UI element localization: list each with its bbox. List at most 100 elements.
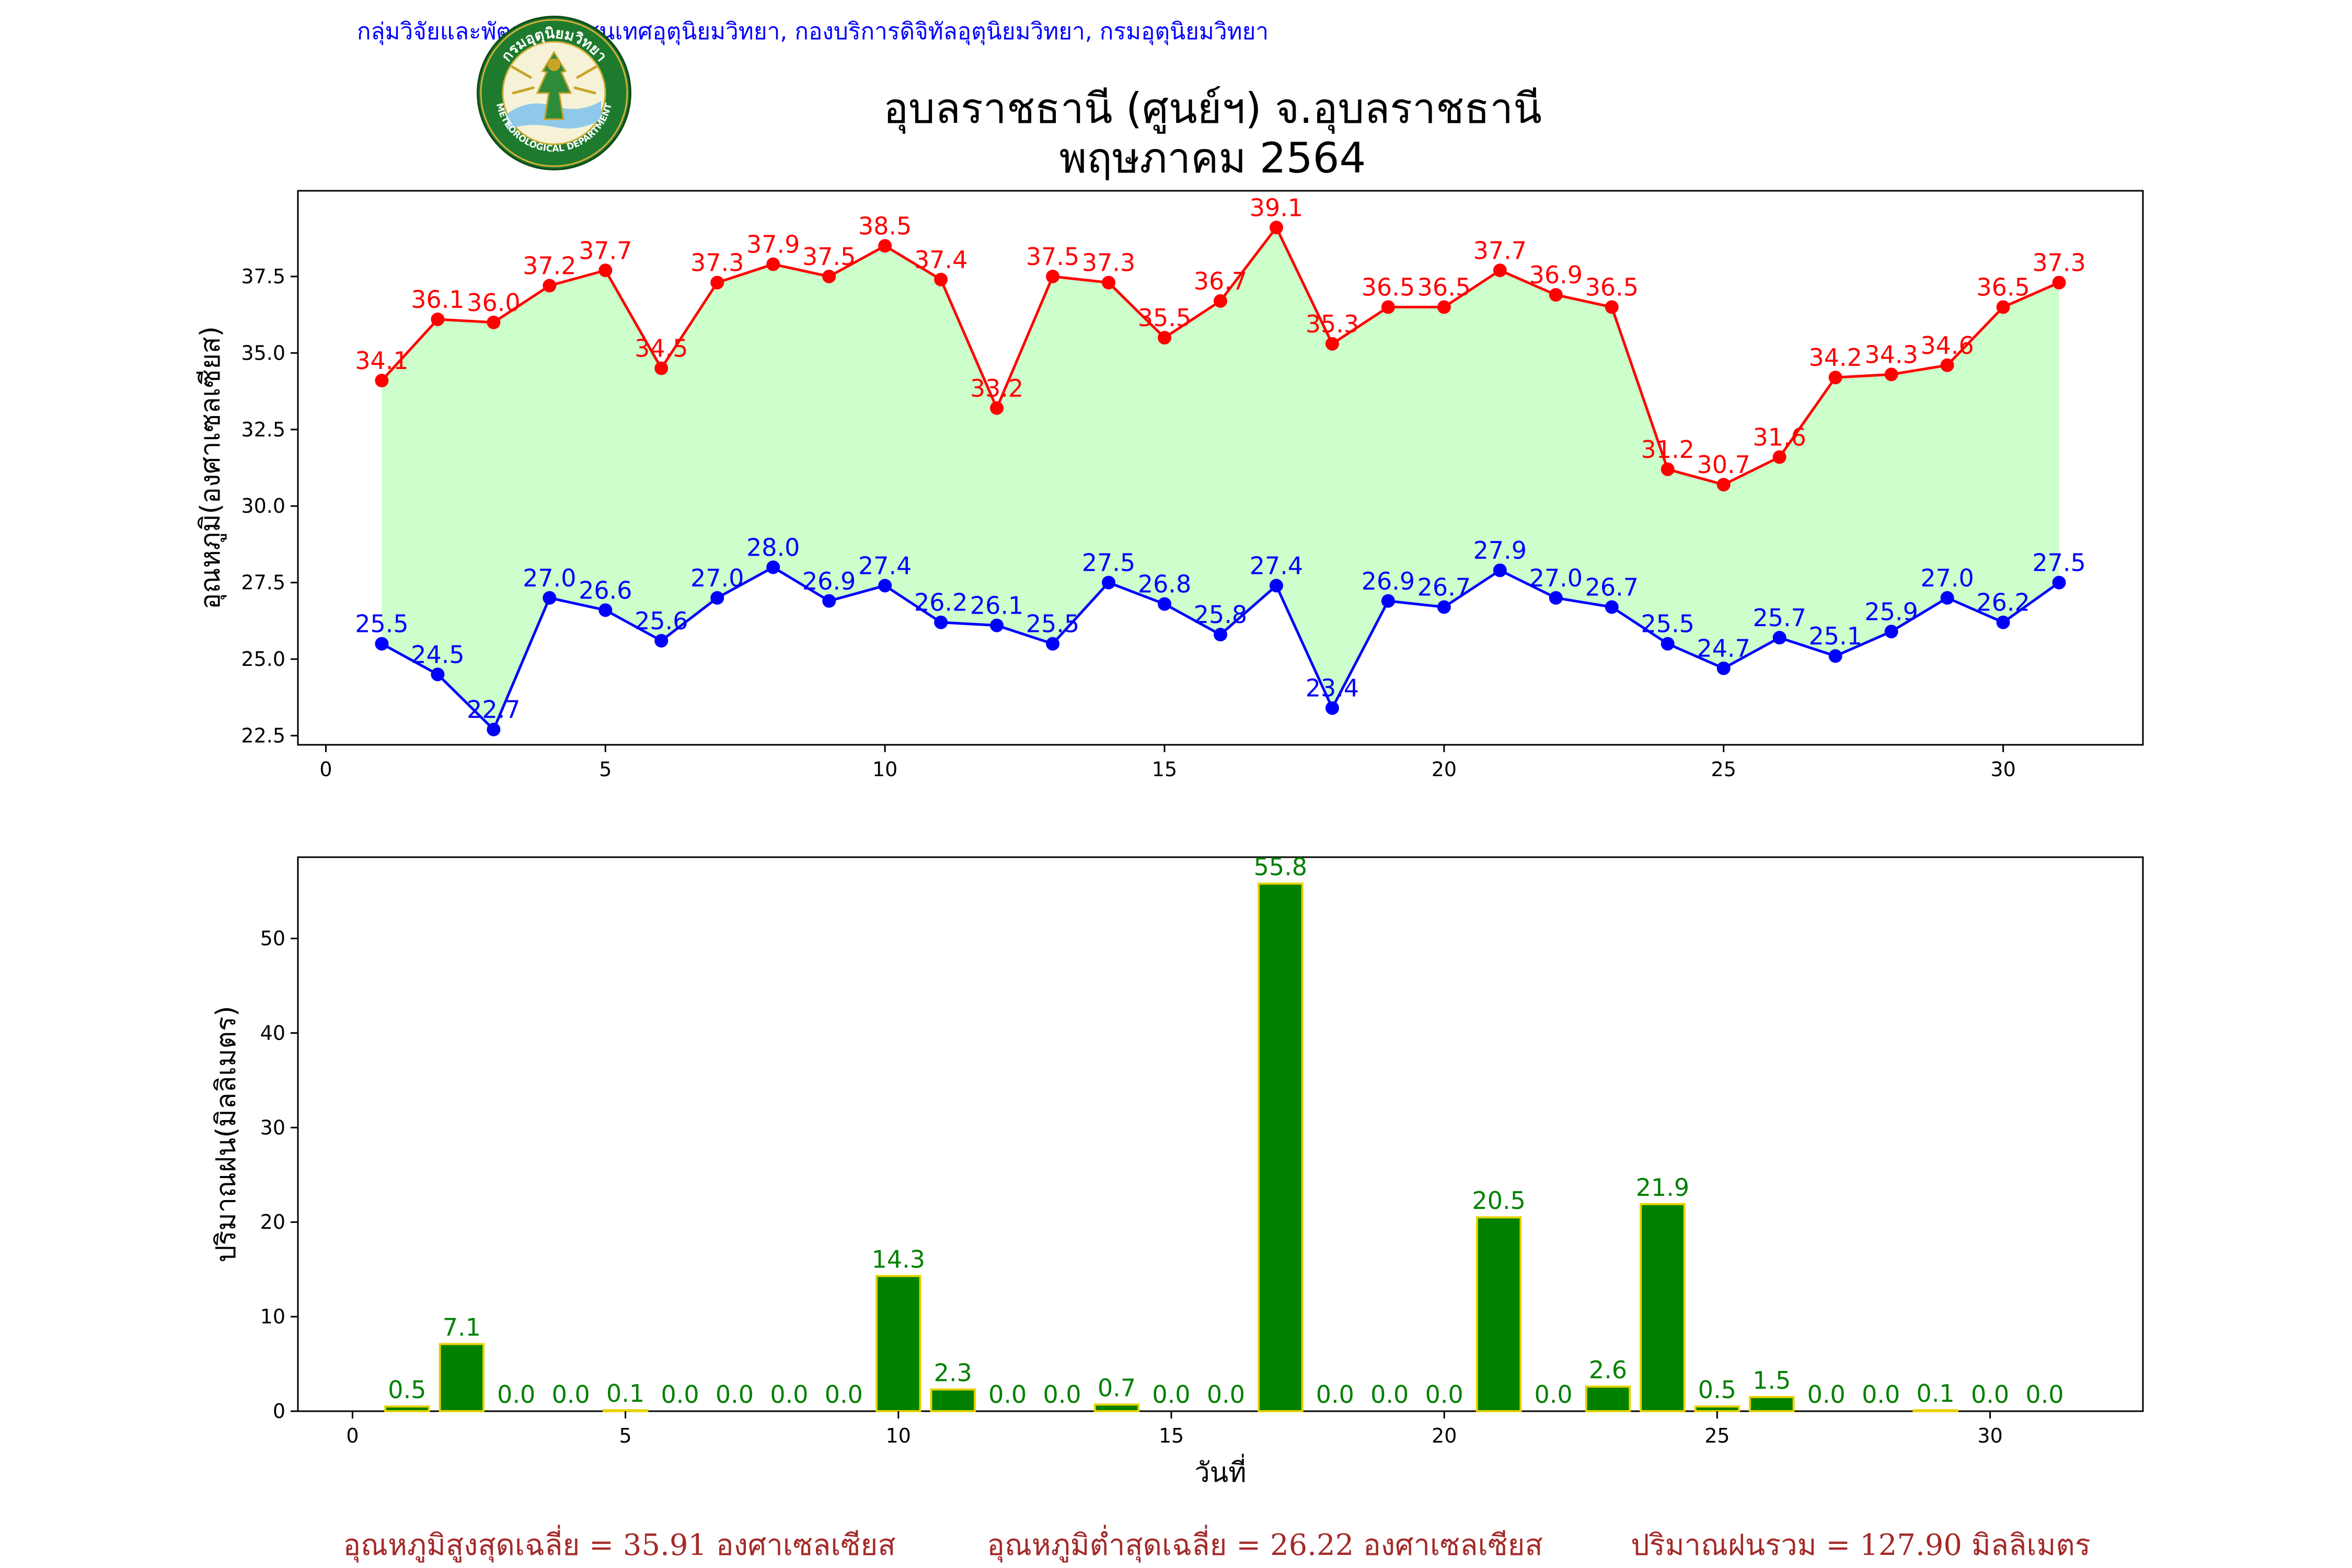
- tmin-value-label: 26.7: [1585, 573, 1639, 601]
- tmax-point: [990, 401, 1004, 415]
- rainfall-x-tick-label: 5: [619, 1424, 632, 1447]
- chart-title: อุบลราชธานี (ศูนย์ฯ) จ.อุบลราชธานี: [883, 84, 1542, 134]
- tmin-value-label: 28.0: [746, 533, 800, 561]
- rainfall-y-tick-label: 10: [260, 1305, 285, 1328]
- rainfall-value-label: 0.0: [552, 1380, 590, 1409]
- tmin-point: [1772, 631, 1786, 645]
- tmax-value-label: 34.2: [1808, 343, 1862, 372]
- temperature-series: [375, 221, 2066, 736]
- tmin-point: [1605, 600, 1619, 614]
- tmax-point: [1940, 358, 1954, 372]
- tmax-point: [2052, 275, 2066, 290]
- tmax-value-label: 33.2: [970, 374, 1023, 402]
- rainfall-x-tick-label: 25: [1704, 1424, 1730, 1447]
- rainfall-value-label: 0.0: [716, 1380, 754, 1409]
- rainfall-value-label: 0.0: [2025, 1380, 2063, 1409]
- temperature-y-tick-label: 37.5: [241, 265, 285, 288]
- temperature-x-tick-label: 5: [599, 758, 612, 781]
- tmin-value-label: 26.8: [1138, 570, 1191, 598]
- tmin-value-label: 25.5: [1026, 610, 1079, 638]
- rainfall-y-tick-label: 30: [260, 1116, 285, 1139]
- tmax-point: [822, 269, 836, 283]
- tmax-point: [543, 279, 557, 293]
- rainfall-value-label: 0.0: [988, 1380, 1027, 1409]
- tmax-point: [1605, 300, 1619, 314]
- rainfall-value-label: 0.5: [388, 1376, 426, 1404]
- tmin-value-label: 25.9: [1864, 597, 1918, 626]
- tmax-value-label: 36.5: [1362, 273, 1415, 302]
- rainfall-y-axis-label: ปริมาณฝน(มิลลิเมตร): [211, 1006, 242, 1262]
- tmax-value-label: 37.9: [746, 230, 800, 259]
- tmin-point: [598, 603, 613, 617]
- rainfall-value-label: 20.5: [1472, 1186, 1525, 1215]
- tmin-value-label: 22.7: [467, 696, 520, 724]
- rainfall-value-label: 0.0: [1316, 1380, 1354, 1409]
- tmin-point: [766, 560, 780, 574]
- temperature-x-ticks: 0 5 10 15 20 25 30: [319, 745, 2016, 781]
- temperature-fill-area: [382, 227, 2059, 730]
- tmax-value-label: 36.5: [1976, 273, 2030, 302]
- tmax-point: [766, 257, 780, 271]
- tmax-value-label: 31.6: [1753, 423, 1806, 452]
- tmax-value-label: 34.5: [635, 335, 688, 363]
- rainfall-y-tick-label: 40: [260, 1021, 285, 1044]
- rainfall-x-axis-label: วันที่: [1194, 1454, 1246, 1489]
- tmin-value-label: 27.0: [1920, 564, 1974, 592]
- tmin-point: [487, 722, 501, 736]
- rainfall-value-label: 0.0: [1971, 1380, 2009, 1409]
- tmin-value-label: 26.2: [1976, 589, 2030, 617]
- rainfall-bar: [1475, 1216, 1522, 1413]
- tmax-value-label: 37.3: [2032, 249, 2085, 277]
- tmax-point: [1493, 263, 1507, 278]
- tmax-value-label: 37.3: [1082, 249, 1135, 277]
- rainfall-bar: [875, 1275, 921, 1412]
- rainfall-value-label: 0.1: [606, 1379, 644, 1408]
- tmax-point: [598, 263, 613, 278]
- tmax-point: [1772, 450, 1786, 464]
- tmax-point: [1325, 337, 1339, 351]
- temperature-y-tick-label: 22.5: [241, 724, 285, 747]
- tmax-point: [1158, 331, 1172, 345]
- tmin-point: [878, 579, 892, 593]
- temperature-x-tick-label: 20: [1432, 758, 1457, 781]
- tmax-point: [1549, 288, 1563, 302]
- rainfall-value-label: 0.5: [1698, 1376, 1736, 1404]
- rainfall-value-label: 0.0: [661, 1380, 699, 1409]
- chart-subtitle: พฤษภาคม 2564: [1059, 134, 1366, 182]
- tmin-point: [1102, 575, 1116, 590]
- tmin-point: [822, 594, 836, 608]
- tmax-value-label: 34.1: [355, 347, 408, 375]
- rainfall-x-tick-label: 10: [886, 1424, 911, 1447]
- temperature-chart: 34.136.1 36.037.237.734.537.337.9 37.538.5…: [195, 190, 2144, 781]
- tmax-value-label: 37.7: [579, 236, 632, 264]
- rainfall-plot-frame: [297, 856, 2144, 1412]
- tmin-value-label: 25.5: [355, 610, 408, 638]
- avg-min-temperature: อุณหภูมิต่ำสุดเฉลี่ย = 26.22 องศาเซลเซีย…: [987, 1525, 1542, 1563]
- rainfall-bar: [1912, 1409, 1958, 1413]
- tmin-point: [1716, 661, 1731, 675]
- tmin-value-label: 23.4: [1306, 674, 1359, 702]
- tmax-value-label: 36.5: [1417, 273, 1471, 302]
- tmin-point: [1549, 591, 1563, 605]
- tmin-value-label: 27.4: [858, 551, 912, 580]
- rainfall-y-tick-label: 20: [260, 1210, 285, 1233]
- rainfall-bar: [930, 1388, 976, 1413]
- rainfall-bar: [384, 1405, 430, 1412]
- tmax-point: [654, 361, 668, 375]
- tmax-point: [1884, 367, 1898, 382]
- tmax-point: [878, 239, 892, 253]
- temperature-y-axis-label: อุณหภูมิ(องศาเซลเซียส): [195, 326, 227, 609]
- tmin-point: [1158, 597, 1172, 611]
- tmax-value-label: 35.3: [1306, 310, 1359, 338]
- tmin-point: [1325, 701, 1339, 715]
- rainfall-bar: [1749, 1396, 1795, 1413]
- tmin-value-label: 26.1: [970, 592, 1023, 620]
- tmin-value-label: 26.6: [579, 576, 632, 604]
- tmin-value-label: 24.5: [411, 640, 464, 668]
- temperature-x-tick-label: 0: [319, 758, 332, 781]
- rainfall-value-label: 0.0: [497, 1380, 535, 1409]
- tmax-point: [431, 312, 445, 326]
- temperature-x-tick-label: 10: [872, 758, 897, 781]
- tmax-value-label: 36.0: [467, 289, 520, 317]
